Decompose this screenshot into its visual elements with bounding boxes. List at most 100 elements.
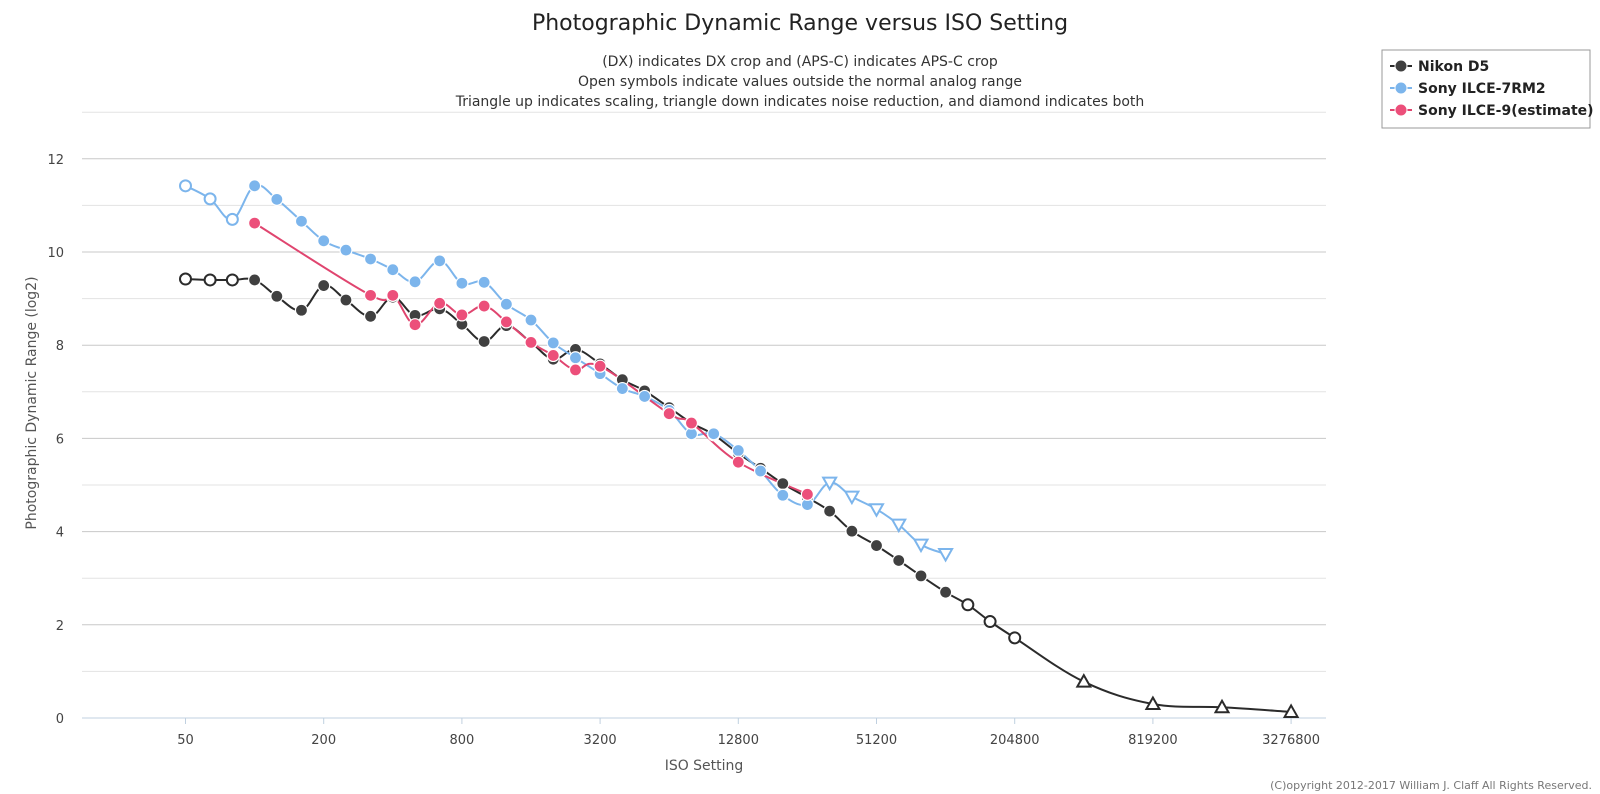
series-1-point xyxy=(961,598,975,612)
series-3-point xyxy=(546,348,560,363)
series-2-point xyxy=(317,234,331,248)
series-3-point xyxy=(662,407,676,421)
series-1-point xyxy=(823,504,837,518)
y-tick-label: 2 xyxy=(56,619,64,634)
series-1-point xyxy=(1144,695,1162,711)
series-2-point xyxy=(294,214,309,228)
series-2-point xyxy=(843,490,861,506)
x-tick-label: 12800 xyxy=(718,733,759,748)
series-2-point xyxy=(731,443,745,458)
series-1-point xyxy=(294,303,309,317)
series-1-point xyxy=(1213,698,1231,714)
legend-label: Sony ILCE-7RM2 xyxy=(1418,81,1546,97)
x-axis-title: ISO Setting xyxy=(665,758,744,774)
series-2-point xyxy=(203,192,217,206)
series-1-point xyxy=(270,289,284,303)
series-1-point xyxy=(914,569,928,583)
series-2-point xyxy=(524,313,538,327)
series-2-point xyxy=(179,179,192,193)
series-1-point xyxy=(776,477,790,491)
y-tick-label: 4 xyxy=(56,526,64,541)
x-tick-label: 3276800 xyxy=(1262,733,1320,748)
series-3-point xyxy=(248,216,262,230)
series-1-point xyxy=(203,273,217,287)
x-tick-label: 3200 xyxy=(584,733,617,748)
y-tick-label: 6 xyxy=(56,432,64,447)
series-1-point xyxy=(339,293,353,307)
series-2-point xyxy=(912,538,930,554)
series-3-point xyxy=(524,335,538,350)
series-3-point xyxy=(593,359,607,373)
series-1-point xyxy=(892,553,906,568)
series-3-point xyxy=(433,296,447,310)
series-3-line xyxy=(254,222,808,496)
legend-label: Sony ILCE-9(estimate) xyxy=(1418,103,1594,119)
series-1-point xyxy=(248,273,262,287)
x-tick-label: 50 xyxy=(177,733,194,748)
series-2-point xyxy=(248,179,262,193)
series-2-point xyxy=(568,351,583,365)
x-axis-ticks: 50 200 800 3200 12800 51200 204800 819200 327680… xyxy=(177,718,1320,748)
series-2-point xyxy=(637,389,652,404)
x-tick-label: 200 xyxy=(311,733,336,748)
y-tick-label: 10 xyxy=(47,246,64,261)
series-2-point xyxy=(546,336,560,350)
x-tick-label: 51200 xyxy=(856,733,897,748)
series-2-point xyxy=(477,275,491,289)
series-1-point xyxy=(225,273,239,287)
copyright-credit: (C)opyright 2012-2017 William J. Claff A… xyxy=(1270,779,1592,792)
series-2-line xyxy=(185,184,946,555)
legend-swatch-marker xyxy=(1394,59,1408,73)
series-2-point xyxy=(890,518,907,534)
series-2-point xyxy=(821,476,838,492)
chart-title: Photographic Dynamic Range versus ISO Se… xyxy=(532,11,1068,36)
series-1-point xyxy=(1075,673,1093,688)
series-2-point xyxy=(615,381,629,396)
series-1-point xyxy=(477,334,491,349)
series-3-point xyxy=(731,455,745,469)
series-3-point xyxy=(568,363,583,377)
series-3-point xyxy=(477,299,491,313)
series-1-point xyxy=(938,585,953,599)
y-tick-label: 8 xyxy=(56,339,64,354)
legend-box xyxy=(1381,49,1591,129)
series-2-point xyxy=(776,488,790,502)
x-tick-label: 800 xyxy=(449,733,474,748)
series-3-point xyxy=(800,487,815,501)
series-3-point xyxy=(499,315,513,329)
series-1-point xyxy=(317,278,331,293)
series-2-point xyxy=(753,464,768,478)
legend-label: Nikon D5 xyxy=(1418,59,1489,75)
series-1-point xyxy=(845,524,859,538)
series-2-point xyxy=(270,192,284,206)
series-3-point xyxy=(386,288,400,302)
series-2-point xyxy=(363,252,378,266)
legend-swatch-marker xyxy=(1394,103,1408,117)
chart-subtitle-2: Open symbols indicate values outside the… xyxy=(578,74,1022,90)
chart-subtitle-1: (DX) indicates DX crop and (APS-C) indic… xyxy=(602,54,998,70)
series-2-point xyxy=(433,254,447,268)
x-tick-label: 204800 xyxy=(990,733,1040,748)
legend: Nikon D5 Sony ILCE-7RM2 Sony ILCE-9(estima… xyxy=(1381,49,1594,129)
series-1-line xyxy=(185,277,1292,713)
series-2-point xyxy=(707,427,721,441)
series-2-point xyxy=(408,275,422,289)
series-3-point xyxy=(455,308,469,322)
y-axis-ticks: 0 2 4 6 8 10 12 xyxy=(47,153,64,727)
y-axis-title: Photographic Dynamic Range (log2) xyxy=(24,276,40,529)
series-1-point xyxy=(363,309,378,323)
x-tick-label: 819200 xyxy=(1128,733,1178,748)
y-tick-label: 12 xyxy=(47,153,64,168)
y-tick-label: 0 xyxy=(56,712,64,727)
series-3-point xyxy=(363,288,378,302)
legend-swatch-marker xyxy=(1394,81,1408,95)
series-markers xyxy=(179,179,1300,718)
chart-subtitle-3: Triangle up indicates scaling, triangle … xyxy=(455,94,1145,110)
grid-lines xyxy=(82,111,1326,672)
series-2-point xyxy=(386,263,400,277)
series-1-point xyxy=(983,615,997,629)
series-1-point xyxy=(1008,631,1022,645)
series-3-point xyxy=(684,416,699,430)
series-1-point xyxy=(179,272,192,286)
series-2-point xyxy=(455,276,469,290)
